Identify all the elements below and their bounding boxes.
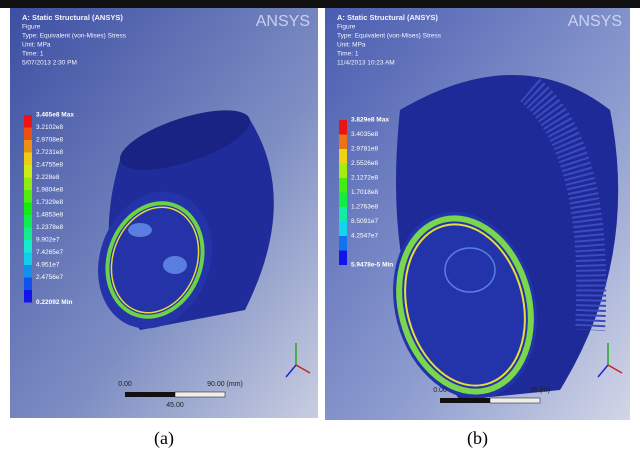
- legend-swatch: [24, 115, 32, 128]
- legend-swatch: [24, 203, 32, 216]
- header-line: 11/4/2013 10:23 AM: [337, 60, 395, 67]
- legend-label: 1.2378e8: [36, 224, 63, 231]
- caption: (b): [467, 428, 488, 449]
- legend-label: 2.228e8: [36, 174, 60, 181]
- legend-swatch: [339, 164, 347, 179]
- scale-bar-light: [490, 398, 540, 403]
- legend-swatch: [24, 140, 32, 153]
- scale-bar-dark: [125, 392, 175, 397]
- legend-swatch: [24, 278, 32, 291]
- legend-swatch: [24, 253, 32, 266]
- scale-label: 90.00 (mm): [207, 381, 243, 388]
- header-line: Figure: [337, 24, 356, 31]
- legend-label: 1.2763e8: [351, 204, 378, 211]
- header-line: 5/07/2013 2:30 PM: [22, 60, 77, 67]
- legend-label: 3.829e8 Max: [351, 117, 389, 124]
- legend-label: 2.9708e8: [36, 137, 63, 144]
- header-line: Unit: MPa: [337, 42, 366, 49]
- scale-label: 0.00: [118, 381, 132, 388]
- legend-label: 3.2102e8: [36, 124, 63, 131]
- brand: ANSYS: [256, 13, 310, 30]
- legend-label: 4.2547e7: [351, 233, 378, 240]
- legend-label: 7.4265e7: [36, 249, 63, 256]
- legend-label: 4.951e7: [36, 262, 60, 269]
- legend-swatch: [24, 228, 32, 241]
- scale-bar-light: [175, 392, 225, 397]
- legend-swatch: [339, 149, 347, 164]
- header-line: Figure: [22, 24, 41, 31]
- caption: (a): [154, 428, 174, 449]
- legend-swatch: [24, 215, 32, 228]
- scale-label: 0.00: [433, 387, 447, 394]
- legend-label: 2.4756e7: [36, 274, 63, 281]
- legend-label: 9.902e7: [36, 237, 60, 244]
- header-line: Time: 1: [337, 51, 359, 58]
- legend-label: 2.5526e8: [351, 160, 378, 167]
- legend-label: 2.1272e8: [351, 175, 378, 182]
- legend-swatch: [24, 265, 32, 278]
- legend-label: 3.465e8 Max: [36, 112, 74, 119]
- legend-swatch: [24, 240, 32, 253]
- figure: A: Static Structural (ANSYS) Figure Type: …: [0, 0, 640, 455]
- top-bar: [0, 0, 640, 8]
- legend-swatch: [339, 251, 347, 266]
- header-line: A: Static Structural (ANSYS): [22, 13, 123, 22]
- legend-label: 2.4755e8: [36, 162, 63, 169]
- legend-swatch: [24, 178, 32, 191]
- legend-label: 1.7018e8: [351, 189, 378, 196]
- legend-label: 2.9781e8: [351, 146, 378, 153]
- legend-label: 1.7329e8: [36, 199, 63, 206]
- legend-swatch: [339, 135, 347, 150]
- legend-swatch: [339, 222, 347, 237]
- scale-bar-dark: [440, 398, 490, 403]
- header-line: Time: 1: [22, 51, 44, 58]
- header-line: Type: Equivalent (von-Mises) Stress: [22, 33, 127, 40]
- header-line: Type: Equivalent (von-Mises) Stress: [337, 33, 442, 40]
- legend-swatch: [339, 236, 347, 251]
- legend-swatch: [339, 120, 347, 135]
- legend-swatch: [339, 193, 347, 208]
- legend-label: 5.9478e-5 Min: [351, 262, 393, 269]
- legend-label: 2.7231e8: [36, 149, 63, 156]
- legend-swatch: [24, 153, 32, 166]
- legend-label: 1.9804e8: [36, 187, 63, 194]
- legend-swatch: [24, 165, 32, 178]
- header-line: Unit: MPa: [22, 42, 51, 49]
- legend-swatch: [24, 128, 32, 141]
- brand: ANSYS: [568, 13, 622, 30]
- legend-swatch: [339, 178, 347, 193]
- legend-swatch: [339, 207, 347, 222]
- header-line: A: Static Structural (ANSYS): [337, 13, 438, 22]
- legend-label: 8.5091e7: [351, 218, 378, 225]
- legend-label: 0.22092 Min: [36, 299, 73, 306]
- legend-swatch: [24, 190, 32, 203]
- legend-label: 1.4853e8: [36, 212, 63, 219]
- scale-label: 36 (m): [530, 387, 550, 394]
- legend-swatch: [24, 290, 32, 303]
- scale-label: 45.00: [166, 402, 184, 409]
- legend-label: 3.4035e8: [351, 131, 378, 138]
